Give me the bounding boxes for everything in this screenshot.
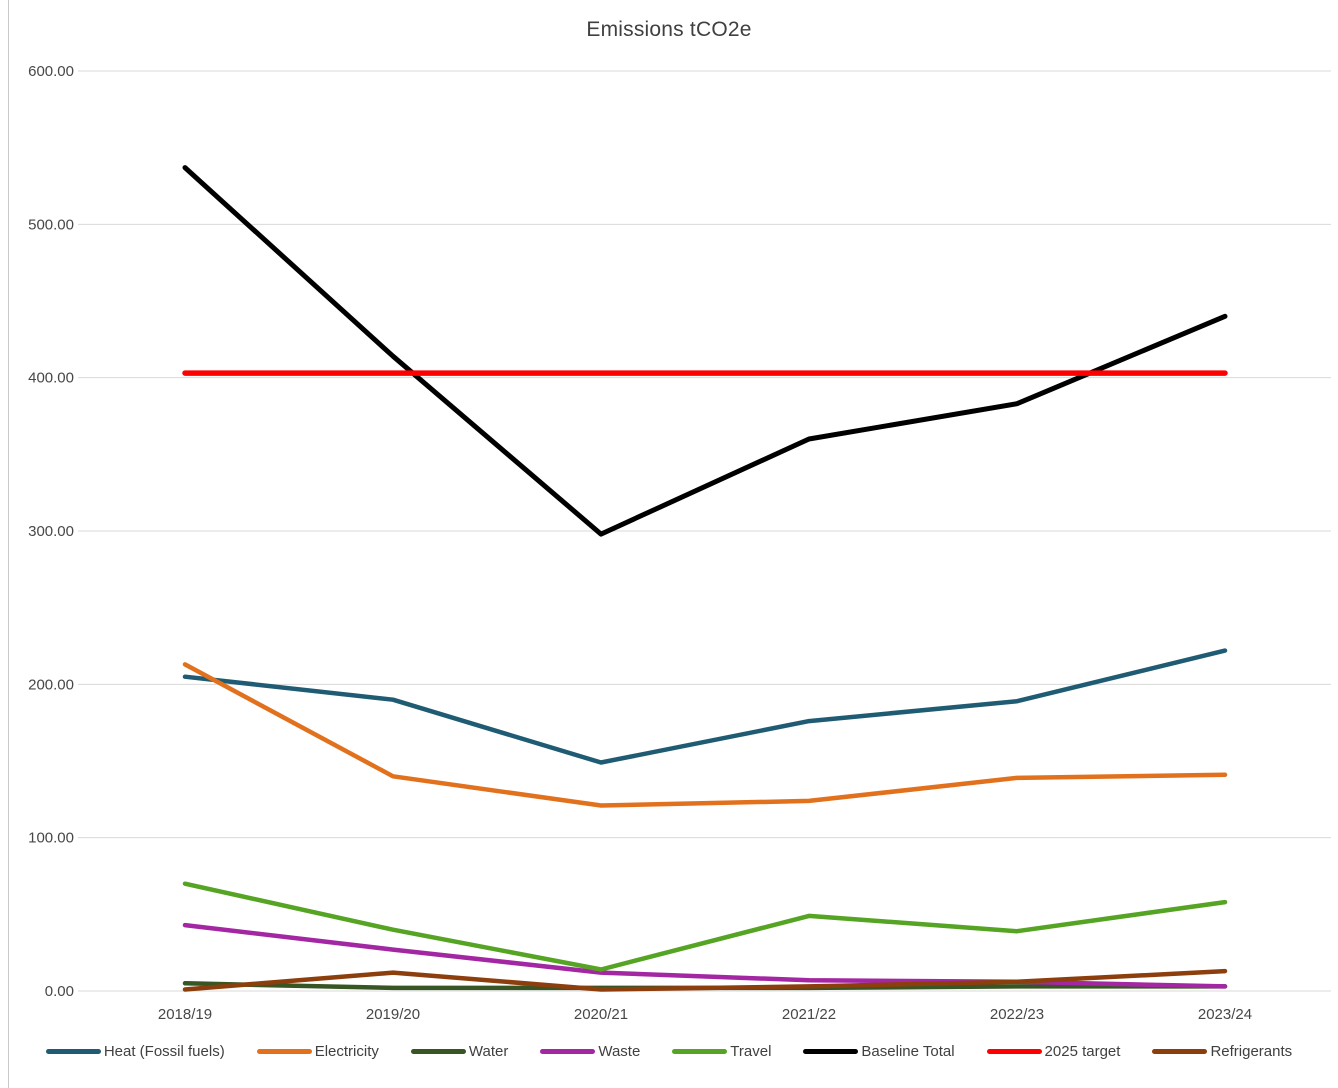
legend-item: Waste <box>540 1043 640 1060</box>
legend-swatch-icon <box>1152 1049 1208 1054</box>
chart-left-border <box>8 0 9 1088</box>
y-axis-tick-label: 300.00 <box>28 523 74 540</box>
legend-swatch-icon <box>256 1049 312 1054</box>
legend-swatch-icon <box>672 1049 728 1054</box>
series-line-travel <box>182 881 1228 972</box>
series-line-heat-fossil-fuels <box>182 648 1228 765</box>
y-axis-tick-label: 600.00 <box>28 63 74 80</box>
y-axis-tick-label: 0.00 <box>45 983 74 1000</box>
x-axis-tick-label: 2019/20 <box>366 1006 420 1023</box>
y-axis-tick-label: 400.00 <box>28 370 74 387</box>
x-axis-tick-label: 2022/23 <box>990 1006 1044 1023</box>
legend-swatch-icon <box>803 1049 859 1054</box>
legend-label: Water <box>468 1043 509 1060</box>
chart-legend: Heat (Fossil fuels) Electricity Water Waste… <box>0 1043 1338 1060</box>
legend-label: Travel <box>730 1043 772 1060</box>
legend-item: Baseline Total <box>803 1043 955 1060</box>
legend-label: 2025 target <box>1044 1043 1121 1060</box>
legend-swatch-icon <box>986 1049 1042 1054</box>
legend-item: Electricity <box>256 1043 379 1060</box>
legend-item: Travel <box>672 1043 771 1060</box>
legend-swatch-icon <box>45 1049 101 1054</box>
legend-item: Water <box>410 1043 509 1060</box>
legend-label: Electricity <box>314 1043 379 1060</box>
legend-label: Waste <box>598 1043 641 1060</box>
legend-item: 2025 target <box>986 1043 1121 1060</box>
x-axis-tick-label: 2020/21 <box>574 1006 628 1023</box>
x-axis-tick-label: 2021/22 <box>782 1006 836 1023</box>
series-line-baseline-total <box>182 165 1228 537</box>
legend-item: Refrigerants <box>1152 1043 1292 1060</box>
y-axis-tick-label: 200.00 <box>28 676 74 693</box>
legend-swatch-icon <box>410 1049 466 1054</box>
x-axis-tick-label: 2018/19 <box>158 1006 212 1023</box>
y-axis-tick-label: 500.00 <box>28 216 74 233</box>
series-line-electricity <box>182 662 1228 808</box>
legend-swatch-icon <box>540 1049 596 1054</box>
x-axis-tick-label: 2023/24 <box>1198 1006 1252 1023</box>
chart-title: Emissions tCO2e <box>586 18 752 41</box>
series-line-waste <box>182 922 1228 989</box>
legend-label: Baseline Total <box>861 1043 955 1060</box>
legend-label: Refrigerants <box>1210 1043 1293 1060</box>
series-line-refrigerants <box>182 968 1228 992</box>
y-axis-tick-label: 100.00 <box>28 830 74 847</box>
legend-item: Heat (Fossil fuels) <box>45 1043 225 1060</box>
legend-label: Heat (Fossil fuels) <box>103 1043 225 1060</box>
